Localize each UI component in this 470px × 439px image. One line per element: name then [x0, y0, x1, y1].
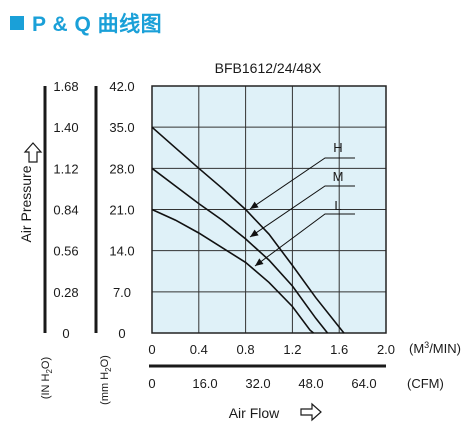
y-tick-label-mmh2o: 21.0 — [109, 203, 134, 218]
leader-arrow-h — [250, 201, 259, 209]
y-unit-inh2o: (IN H2O) — [40, 357, 54, 399]
y-tick-label-inh2o: 1.68 — [53, 79, 78, 94]
y-axis-label: Air Pressure — [18, 165, 34, 242]
y-tick-label-mmh2o: 7.0 — [113, 285, 131, 300]
x-unit-cfm: (CFM) — [407, 376, 444, 391]
x-tick-label-m3min: 0.8 — [237, 342, 255, 357]
curve-label-l: L — [334, 198, 341, 213]
section-title: P & Q 曲线图 — [32, 13, 163, 36]
header-square-icon — [10, 16, 24, 30]
leader-line-h — [249, 157, 355, 210]
leader-arrow-m — [250, 229, 259, 237]
x-tick-label-m3min: 1.2 — [283, 342, 301, 357]
curve-m — [151, 167, 329, 334]
curve-label-m: M — [333, 169, 344, 184]
leader-line-m — [249, 185, 355, 238]
curve-l — [151, 208, 315, 334]
y-tick-label-mmh2o: 35.0 — [109, 120, 134, 135]
x-tick-label-cfm: 48.0 — [298, 376, 323, 391]
x-tick-label-m3min: 2.0 — [377, 342, 395, 357]
y-tick-label-inh2o: 0.84 — [53, 203, 78, 218]
y-tick-label-inh2o: 0.56 — [53, 244, 78, 259]
x-tick-label-cfm: 32.0 — [245, 376, 270, 391]
y-tick-label-mmh2o: 14.0 — [109, 244, 134, 259]
x-tick-label-cfm: 16.0 — [192, 376, 217, 391]
x-tick-label-m3min: 0 — [148, 342, 155, 357]
section-header: P & Q 曲线图 — [10, 8, 162, 38]
curve-label-h: H — [333, 140, 342, 155]
x-axis-label: Air Flow — [229, 405, 280, 421]
leader-line-l — [254, 213, 355, 267]
y-axis-arrow-icon — [23, 142, 43, 163]
y-tick-label-mmh2o: 28.0 — [109, 161, 134, 176]
x-tick-label-m3min: 1.6 — [330, 342, 348, 357]
x-unit-m3min: (M3/MIN) — [409, 340, 461, 356]
x-tick-label-m3min: 0.4 — [190, 342, 208, 357]
y-tick-label-inh2o: 0.28 — [53, 285, 78, 300]
x-tick-label-cfm: 64.0 — [351, 376, 376, 391]
chart-title: BFB1612/24/48X — [215, 60, 322, 76]
leader-arrow-l — [255, 258, 264, 266]
y-tick-label-mmh2o: 42.0 — [109, 79, 134, 94]
x-tick-label-cfm: 0 — [148, 376, 155, 391]
y-tick-label-inh2o: 1.12 — [53, 161, 78, 176]
y-tick-label-mmh2o: 0 — [118, 326, 125, 341]
x-axis-arrow-icon — [300, 402, 322, 422]
curve-h — [151, 126, 345, 334]
y-unit-mmh2o: (mm H2O) — [99, 355, 113, 405]
y-tick-label-inh2o: 1.40 — [53, 120, 78, 135]
y-tick-label-inh2o: 0 — [62, 326, 69, 341]
